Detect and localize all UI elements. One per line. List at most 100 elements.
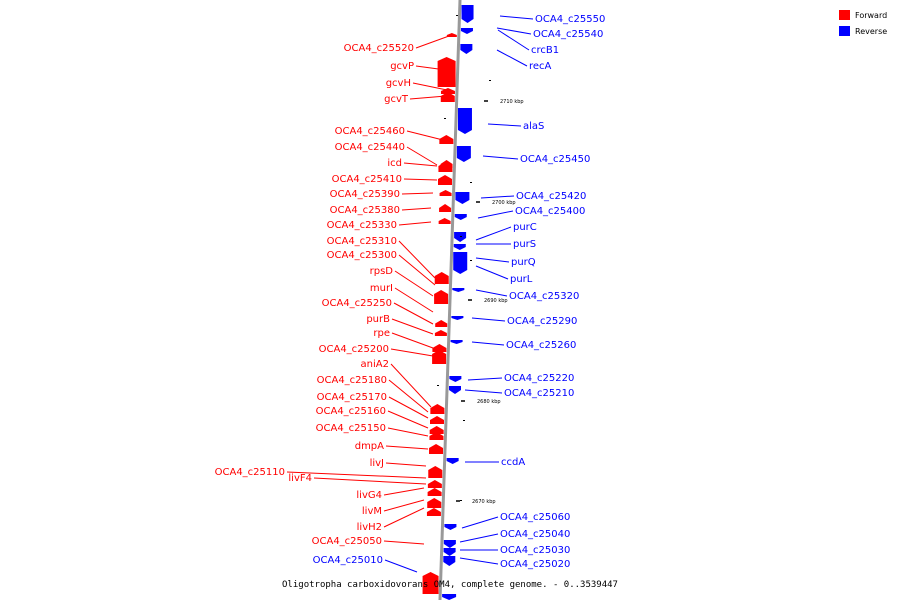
forward-gene-7 [438,175,452,185]
forward-gene-1 [437,57,456,87]
reverse-label-16: OCA4_c25210 [504,388,574,399]
reverse-gene-2 [460,44,473,54]
forward-gene-0 [446,33,457,37]
forward-label-3: gcvT [384,94,409,105]
reverse-leader-21 [459,557,499,565]
forward-leader-5 [406,146,438,166]
marker-dot-0 [456,15,458,16]
marker-dot-3 [470,182,472,183]
forward-gene-27 [422,572,439,594]
forward-leader-24 [385,445,429,450]
forward-label-22: OCA4_c25160 [316,406,386,417]
marker-dot-5 [437,385,439,386]
scale-label-2: 2690 kbp [484,298,508,304]
reverse-leader-16 [464,389,503,394]
forward-label-7: OCA4_c25410 [332,174,402,185]
forward-gene-3 [440,92,455,102]
reverse-label-15: OCA4_c25220 [504,373,574,384]
reverse-label-10: purQ [511,257,536,268]
forward-leader-11 [398,240,436,279]
reverse-label-8: purC [513,222,537,233]
reverse-leader-19 [459,533,499,543]
marker-dot-6 [470,260,472,261]
reverse-label-13: OCA4_c25290 [507,316,577,327]
marker-dot-2 [444,118,446,119]
reverse-gene-10 [452,288,465,292]
forward-label-23: OCA4_c25150 [316,423,386,434]
scale-label-1: 2700 kbp [492,200,516,206]
forward-label-5: OCA4_c25440 [335,142,405,153]
forward-gene-24 [427,488,442,496]
forward-leader-12 [398,254,436,286]
reverse-label-19: OCA4_c25040 [500,529,570,540]
reverse-leader-11 [475,265,509,280]
forward-label-1: gcvP [390,61,414,72]
forward-label-25: livJ [370,458,384,469]
reverse-label-18: OCA4_c25060 [500,512,570,523]
forward-label-30: livH2 [357,522,382,533]
forward-label-18: OCA4_c25200 [319,344,389,355]
forward-leader-20 [388,379,429,413]
forward-leader-31 [383,540,425,545]
forward-label-15: OCA4_c25250 [322,298,392,309]
forward-leader-2 [412,82,448,91]
marker-dot-1 [489,80,491,81]
forward-leader-6 [403,162,438,167]
reverse-gene-14 [449,386,461,394]
forward-gene-18 [430,416,444,424]
reverse-gene-8 [453,244,466,250]
marker-dot-8 [460,500,462,501]
forward-label-24: dmpA [355,441,384,452]
reverse-label-0: OCA4_c25550 [535,14,605,25]
reverse-label-21: OCA4_c25020 [500,559,570,570]
forward-label-28: livG4 [356,490,382,501]
reverse-gene-12 [450,340,463,344]
forward-leader-0 [415,35,450,49]
reverse-leader-22 [384,559,418,573]
reverse-label-4: alaS [523,121,544,132]
forward-leader-23 [387,427,429,437]
forward-gene-12 [434,290,449,304]
forward-leader-25 [385,462,427,467]
forward-label-31: OCA4_c25050 [312,536,382,547]
reverse-leader-14 [471,341,505,346]
legend: Forward Reverse [839,10,887,36]
forward-leader-21 [388,396,429,419]
forward-gene-22 [428,466,443,478]
forward-leader-28 [383,487,425,496]
forward-label-26: OCA4_c25110 [215,467,285,478]
reverse-leader-10 [475,257,510,263]
forward-label-9: OCA4_c25380 [330,205,400,216]
reverse-leader-8 [475,226,512,241]
forward-gene-9 [439,204,452,212]
reverse-leader-6 [480,195,515,199]
scale-label-4: 2670 kbp [472,499,496,505]
forward-label-16: purB [366,314,390,325]
forward-leader-9 [401,207,432,211]
forward-label-13: rpsD [370,266,394,277]
marker-dot-7 [463,420,465,421]
forward-leader-13 [394,270,434,297]
genome-backbone [438,0,462,600]
forward-leader-15 [393,302,434,325]
gene-labels: OCA4_c25520 gcvP gcvH gcvT OCA4_c25460 OCA4_c… [215,14,605,573]
reverse-gene-13 [449,376,462,382]
forward-leader-18 [390,348,434,357]
forward-gene-16 [432,350,447,364]
reverse-gene-15 [446,458,459,464]
forward-label-17: rpe [373,328,390,339]
forward-leader-16 [391,318,434,335]
forward-label-21: OCA4_c25170 [317,392,387,403]
forward-leader-8 [401,192,434,195]
reverse-label-3: recA [529,61,552,72]
reverse-label-6: OCA4_c25420 [516,191,586,202]
reverse-label-22: OCA4_c25010 [313,555,383,566]
reverse-label-20: OCA4_c25030 [500,545,570,556]
forward-leader-29 [383,499,425,512]
scale-label-3: 2680 kbp [477,399,501,405]
reverse-leader-3 [496,49,528,67]
reverse-label-5: OCA4_c25450 [520,154,590,165]
forward-gene-23 [427,480,442,488]
reverse-leader-1 [496,27,532,35]
